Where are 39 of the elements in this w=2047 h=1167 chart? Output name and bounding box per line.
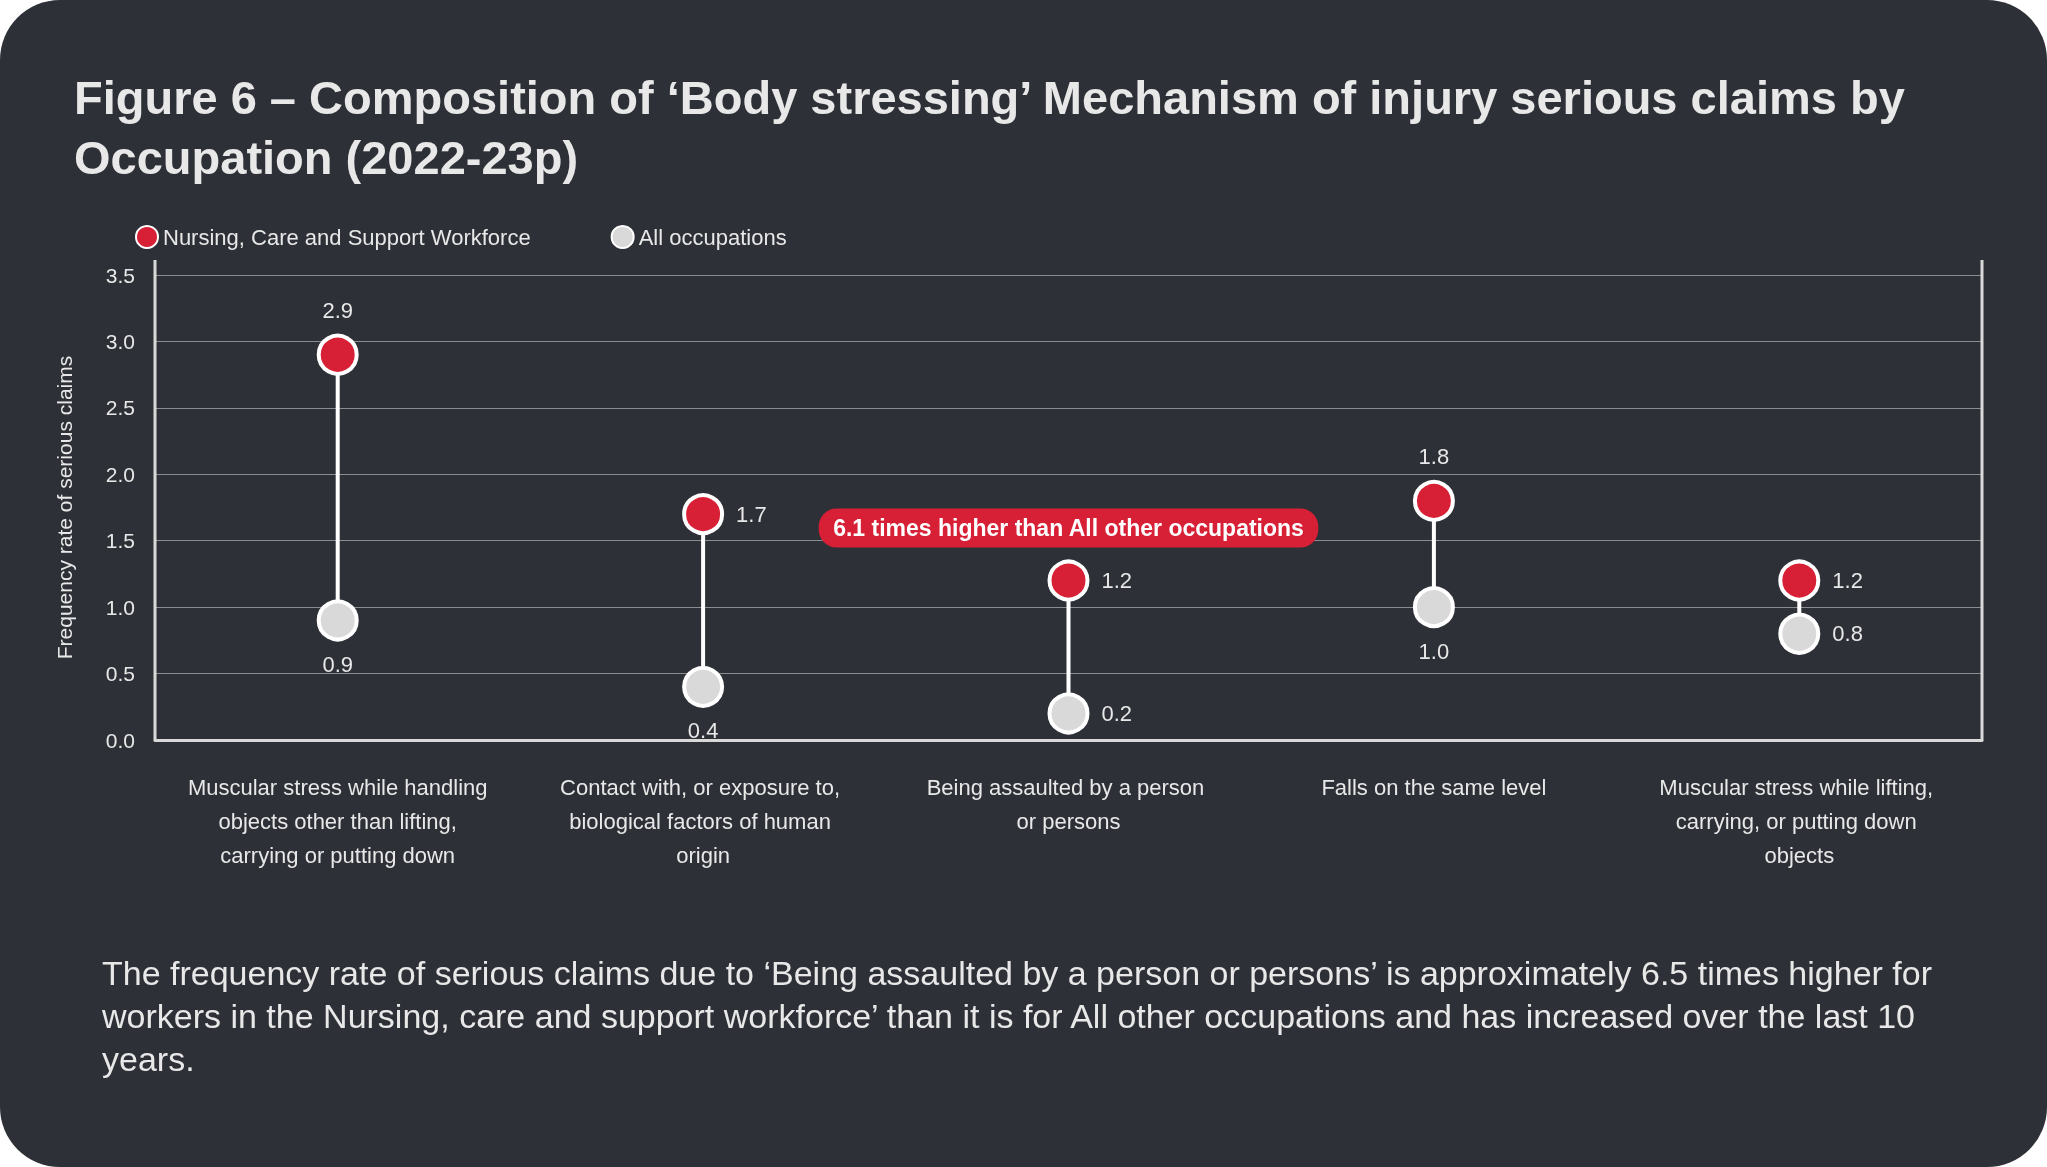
data-label: 1.7 [736, 501, 767, 527]
point [1778, 612, 1821, 655]
x-tick-label: Falls on the same level [1321, 774, 1547, 800]
data-label: 2.9 [322, 298, 353, 324]
y-tick-label: 1.0 [105, 595, 135, 619]
point [1778, 559, 1821, 602]
data-label: 1.2 [1101, 568, 1133, 594]
point [316, 599, 359, 642]
y-tick-label: 2.5 [105, 396, 135, 420]
x-tick-label: Being assaulted by a person or persons [926, 774, 1211, 834]
data-label: 0.9 [322, 651, 353, 677]
text: The frequency rate of serious claims due to ‘Being assaulted by a person or persons’ is approximately 6.5 times higher for workers in the Nursing, care and support workforce’ than it is for All other occupations and has increased over the last 10 years. [102, 953, 1933, 1080]
x-tick-label: Muscular stress while handling objects other than lifting, carrying or putting down [187, 774, 488, 868]
data-label: 0.2 [1101, 700, 1133, 726]
x-tick-label: Contact with, or exposure to, biological factors of human origin [560, 774, 847, 868]
point [316, 333, 359, 376]
data-label: 0.8 [1832, 621, 1863, 647]
point [682, 493, 725, 536]
y-tick-label: 3.5 [105, 263, 135, 287]
point [1047, 559, 1090, 602]
data-label: 1.0 [1418, 638, 1450, 664]
y-tick-label: 1.5 [105, 529, 135, 553]
legend-label: Nursing, Care and Support Workforce [163, 224, 531, 250]
data-label: 1.2 [1832, 568, 1863, 594]
data-label: 0.4 [687, 718, 719, 744]
point [1047, 692, 1090, 735]
point [1412, 479, 1455, 522]
legend-label: All occupations [638, 224, 787, 250]
y-tick-label: 2.0 [105, 462, 135, 486]
y-axis-title: Frequency rate of serious claims [53, 355, 76, 660]
y-tick-label: 0.0 [105, 728, 135, 752]
chart-title: Figure 6 – Composition of ‘Body stressing’ Mechanism of injury serious claims by Occupation (2022-23p) [74, 70, 1906, 186]
point [682, 665, 725, 708]
point [1412, 586, 1455, 629]
annotation: 6.1 times higher than All other occupations [833, 515, 1304, 541]
y-tick-label: 3.0 [105, 329, 135, 353]
y-tick-label: 0.5 [105, 662, 135, 686]
data-label: 1.8 [1418, 444, 1450, 470]
x-tick-label: Muscular stress while lifting, carrying, or putting down objects [1659, 774, 1940, 868]
